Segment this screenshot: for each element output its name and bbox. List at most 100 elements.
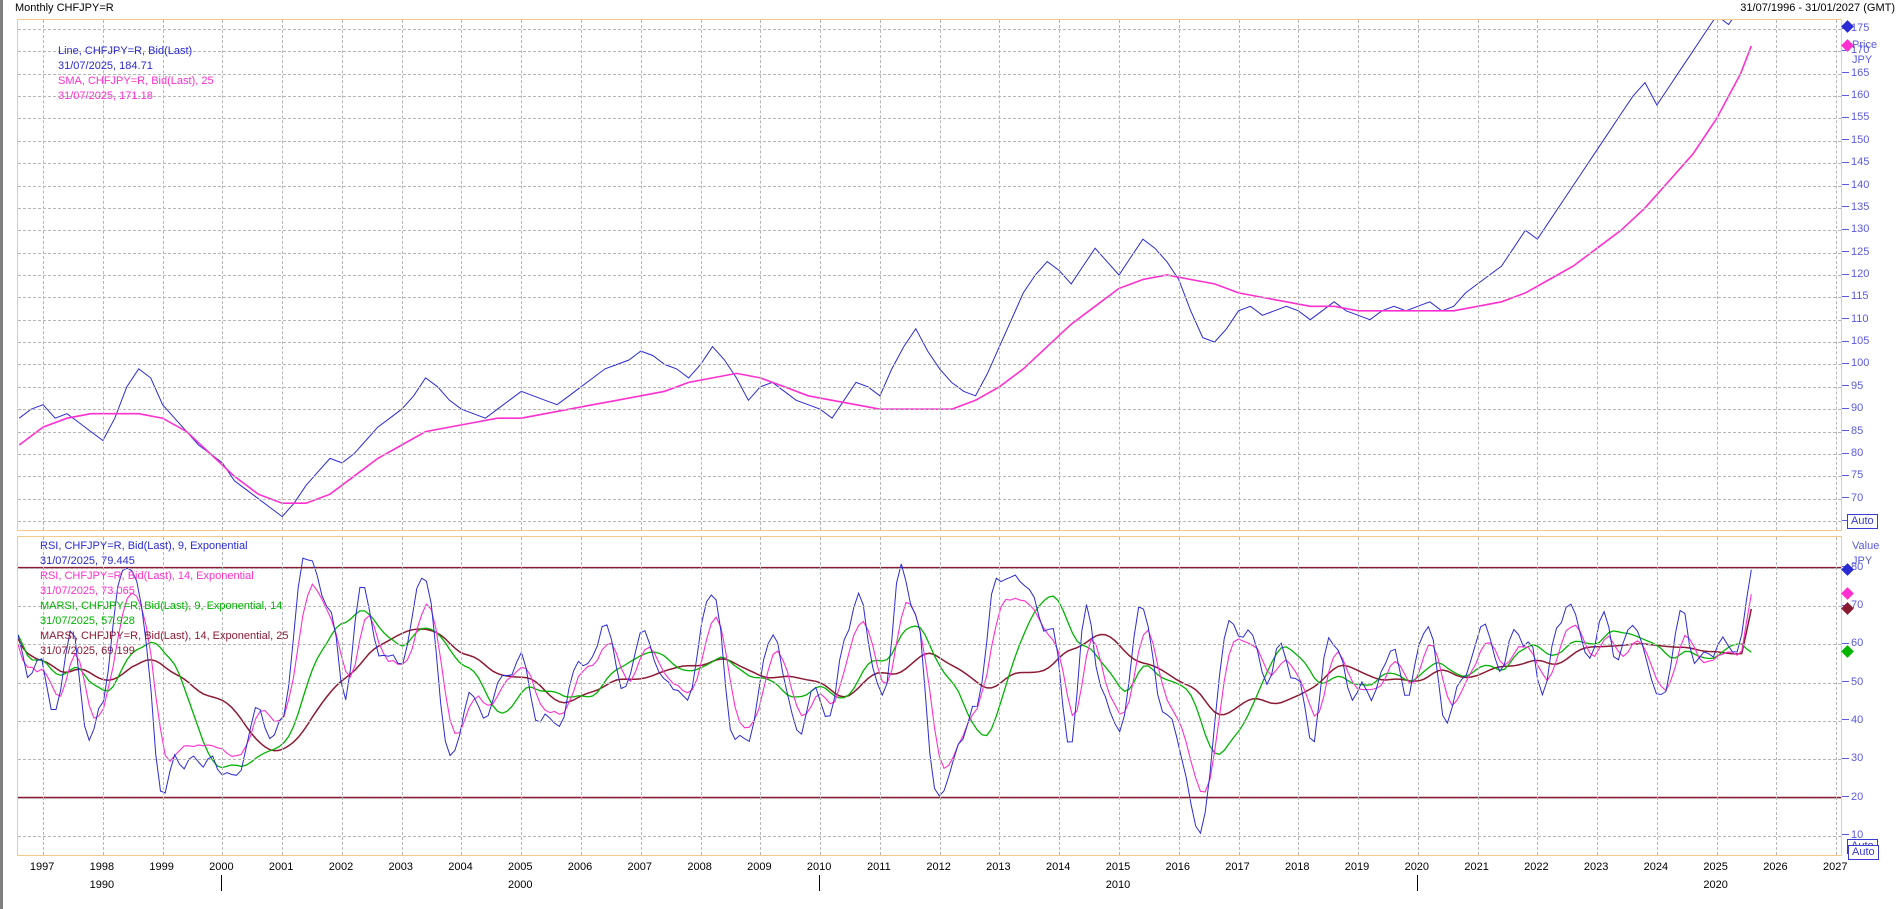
rsi-legend: RSI, CHFJPY=R, Bid(Last), 9, Exponential…: [40, 539, 289, 659]
time-axis-year-label: 2022: [1524, 861, 1549, 873]
axis-tick-label: 85: [1842, 425, 1863, 437]
axis-tick-label: 95: [1842, 380, 1863, 392]
rsi-plot-area[interactable]: [18, 537, 1841, 855]
time-axis-year-label: 2026: [1763, 861, 1788, 873]
time-axis-year-label: 2005: [508, 861, 533, 873]
price-plot-area[interactable]: [18, 20, 1841, 530]
time-axis-year-label: 2016: [1165, 861, 1190, 873]
time-axis-year-label: 1997: [29, 861, 55, 873]
time-axis-year-label: 1999: [149, 861, 174, 873]
date-range-label: 31/07/1996 - 31/01/2027 (GMT): [1740, 2, 1895, 14]
legend-rsi-14-title: RSI, CHFJPY=R, Bid(Last), 14, Exponentia…: [40, 570, 254, 582]
legend-sma-25-value: 31/07/2025, 171.18: [58, 90, 153, 102]
legend-rsi-9-title: RSI, CHFJPY=R, Bid(Last), 9, Exponential: [40, 540, 248, 552]
price-series-svg: [18, 20, 1841, 530]
time-axis-year-label: 2001: [268, 861, 294, 873]
time-axis-year-label: 2012: [926, 861, 951, 873]
axis-tick-label: 115: [1842, 290, 1869, 302]
time-axis-year-label: 2024: [1643, 861, 1669, 873]
time-axis-year-label: 2011: [867, 861, 891, 873]
axis-tick-label: 20: [1842, 791, 1863, 803]
axis-tick-label: 165: [1842, 67, 1869, 79]
time-axis-year-label: 2010: [806, 861, 832, 873]
legend-marsi-14-25-title: MARSI, CHFJPY=R, Bid(Last), 14, Exponent…: [40, 630, 289, 642]
page-title: Monthly CHFJPY=R: [15, 2, 114, 14]
axis-tick-label: 90: [1842, 402, 1863, 414]
axis-tick-label: 50: [1842, 676, 1863, 688]
price-auto-button[interactable]: Auto: [1847, 514, 1878, 529]
axis-tick-label: 75: [1842, 469, 1863, 481]
time-axis-year-label: 2004: [448, 861, 473, 873]
axis-tick-label: 155: [1842, 111, 1869, 123]
axis-tick-label: 100: [1842, 357, 1869, 369]
time-axis-year-label: 2003: [388, 861, 413, 873]
time-axis-year-label: 2013: [986, 861, 1011, 873]
price-value-axis[interactable]: Price JPY 175 170 165 160 155 150 145 140 135 130…: [1841, 19, 1898, 531]
legend-rsi-14-value: 31/07/2025, 73.065: [40, 585, 135, 597]
axis-tick-label: 130: [1842, 223, 1869, 235]
rsi-9-series: [18, 558, 1751, 833]
time-axis-auto-button[interactable]: Auto: [1848, 845, 1879, 860]
axis-tick-label: 105: [1842, 335, 1869, 347]
time-axis-year-label: 2020: [1404, 861, 1430, 873]
time-axis-year-label: 2014: [1045, 861, 1071, 873]
axis-tick-label: 140: [1842, 179, 1869, 191]
sma-series: [19, 46, 1751, 503]
axis-tick-label: 150: [1842, 134, 1869, 146]
price-legend: Line, CHFJPY=R, Bid(Last) 31/07/2025, 184…: [58, 44, 214, 104]
legend-rsi-9-value: 31/07/2025, 79.445: [40, 555, 135, 567]
time-axis-year-label: 2009: [747, 861, 772, 873]
price-axis-header-2: JPY: [1852, 54, 1873, 66]
axis-tick-label: 60: [1842, 637, 1863, 649]
rsi-axis-header-1: Value: [1852, 540, 1880, 552]
time-axis-year-label: 2006: [567, 861, 593, 873]
time-axis-decade-label: 2000: [508, 879, 533, 891]
time-axis-year-label: 2025: [1703, 861, 1728, 873]
rsi-axis-header-2: JPY: [1852, 555, 1873, 567]
axis-tick-label: 160: [1842, 89, 1869, 101]
time-axis-decade-tick: [221, 875, 223, 891]
rsi-series-svg: [18, 537, 1841, 855]
time-axis-decade-label: 2020: [1703, 879, 1728, 891]
time-axis-decade-tick: [1416, 875, 1418, 891]
marsi-14-25-series: [18, 609, 1751, 751]
price-line-series: [19, 20, 1751, 517]
rsi-value-axis[interactable]: Value JPY 8070605040302010Auto: [1841, 536, 1898, 856]
time-axis[interactable]: 1997 1998 1999 2000 2001 2002 2003 2004 2005 2006…: [17, 845, 1879, 909]
time-axis-year-label: 2023: [1583, 861, 1609, 873]
time-axis-year-label: 2000: [209, 861, 234, 873]
axis-tick-label: 10: [1842, 829, 1863, 841]
price-axis-header-1: Price: [1852, 39, 1878, 51]
time-axis-year-label: 2002: [328, 861, 354, 873]
marsi-9-14-series: [18, 596, 1751, 768]
price-chart-panel[interactable]: Line, CHFJPY=R, Bid(Last) 31/07/2025, 184…: [17, 19, 1842, 531]
axis-tick-label: 120: [1842, 268, 1869, 280]
time-axis-decade-tick: [819, 875, 821, 891]
time-axis-year-label: 2027: [1822, 861, 1848, 873]
time-axis-year-label: 1998: [89, 861, 115, 873]
legend-marsi-9-14-value: 31/07/2025, 57.928: [40, 615, 135, 627]
axis-tick-label: 135: [1842, 201, 1869, 213]
axis-tick-label: 110: [1842, 313, 1869, 325]
axis-tick-label: 70: [1842, 492, 1863, 504]
time-axis-decade-label: 2010: [1105, 879, 1131, 891]
axis-tick-label: 80: [1842, 447, 1863, 459]
time-axis-decade-label: 1990: [89, 879, 115, 891]
time-axis-year-label: 2017: [1225, 861, 1250, 873]
legend-marsi-14-25-value: 31/07/2025, 69.199: [40, 645, 135, 657]
time-axis-year-label: 2019: [1344, 861, 1370, 873]
time-axis-year-label: 2008: [687, 861, 712, 873]
legend-marsi-9-14-title: MARSI, CHFJPY=R, Bid(Last), 9, Exponenti…: [40, 600, 283, 612]
legend-price-line-value: 31/07/2025, 184.71: [58, 60, 153, 72]
header-bar: Monthly CHFJPY=R 31/07/1996 - 31/01/2027…: [3, 0, 1898, 18]
axis-tick-label: 145: [1842, 156, 1869, 168]
time-axis-year-label: 2018: [1285, 861, 1310, 873]
time-axis-year-label: 2007: [627, 861, 653, 873]
axis-tick-label: 125: [1842, 246, 1869, 258]
axis-tick-label: 30: [1842, 752, 1863, 764]
time-axis-year-label: 2021: [1464, 861, 1489, 873]
legend-price-line-title: Line, CHFJPY=R, Bid(Last): [58, 45, 193, 57]
rsi-14-series: [18, 584, 1751, 792]
rsi-chart-panel[interactable]: RSI, CHFJPY=R, Bid(Last), 9, Exponential…: [17, 536, 1842, 856]
